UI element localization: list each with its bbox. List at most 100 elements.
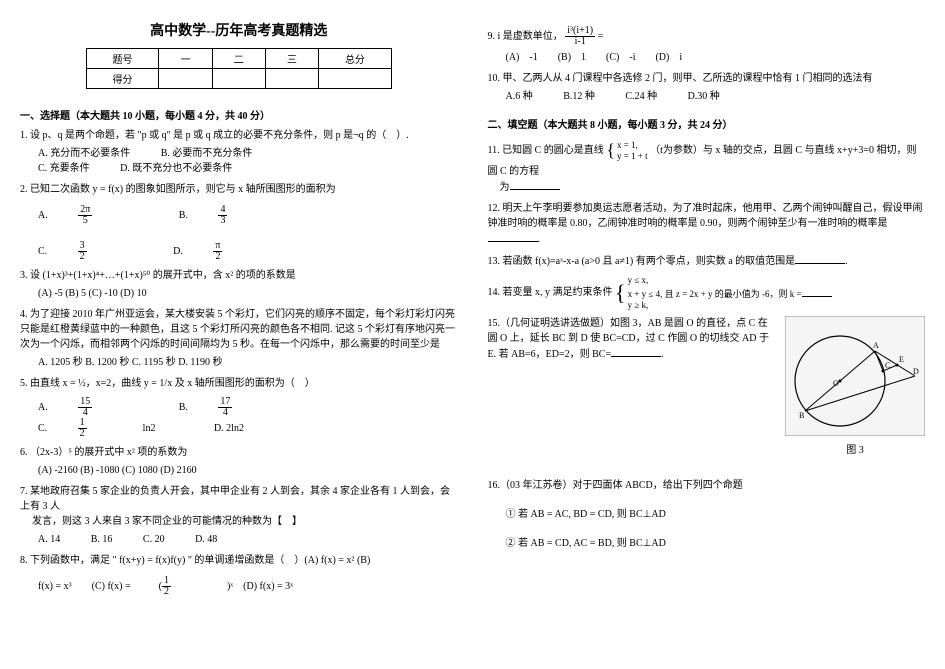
fraction: 43 [218,205,255,226]
q3-options: (A) -5 (B) 5 (C) -10 (D) 10 [38,286,458,301]
opt: D. 既不充分也不必要条件 [120,161,232,176]
opt: D.30 种 [688,89,720,104]
opt: D. 2ln2 [214,421,244,436]
section2-head: 二、填空题（本大题共 8 小题，每小题 3 分，共 24 分） [488,116,926,131]
q1-options: A. 充分而不必要条件 B. 必要而不充分条件 C. 充要条件 D. 既不充分也… [38,146,458,176]
opt-label: B. [179,208,188,223]
sys-line: x + y ≤ 4, 且 z = 2x + y 的最小值为 -6，则 k = [628,289,802,299]
opt: A. 2π5 [38,205,148,226]
svg-text:B: B [799,411,804,420]
q10-text: 10. 甲、乙两人从 4 门课程中各选修 2 门，则甲、乙所选的课程中恰有 1 … [488,73,873,84]
opt-label: C. [38,421,47,436]
opt-label: C. [38,244,47,259]
cell [265,69,318,89]
denominator: 2 [213,252,222,262]
system: y ≤ x, x + y ≤ 4, 且 z = 2x + y 的最小值为 -6，则… [628,275,832,310]
fill-blank [611,346,661,357]
q7-text: 7. 某地政府召集 5 家企业的负责人开会，其中甲企业有 2 人到会，其余 4 … [20,486,450,512]
q7b-text: 发言，则这 3 人来自 3 家不同企业的可能情况的种数为【 】 [32,516,302,527]
question-2: 2. 已知二次函数 y = f(x) 的图象如图所示，则它与 x 轴所围图形的面… [20,182,458,262]
section1-head: 一、选择题（本大题共 10 小题，每小题 4 分，共 40 分） [20,107,458,122]
q9-options: (A) -1 (B) 1 (C) -i (D) i [506,50,926,65]
denominator: 4 [218,408,232,418]
opt: B.12 种 [563,89,595,104]
opt: A. 154 [38,397,148,418]
opt: D. 48 [195,532,217,547]
table-row: 得分 [86,69,391,89]
cell [159,69,212,89]
q11c: 为 [500,182,510,193]
q8b-suffix: ˣ (D) f(x) = 3ˣ [230,579,293,594]
q4-text: 4. 为了迎接 2010 年广州亚运会，某大楼安装 5 个彩灯，它们闪亮的顺序不… [20,309,455,350]
question-5: 5. 由直线 x = ½，x=2，曲线 y = 1/x 及 x 轴所围图形的面积… [20,376,458,439]
fraction: 174 [218,397,260,418]
fraction: 12 [162,576,199,597]
fraction: 12 [78,418,115,439]
denominator: 5 [78,216,92,226]
sys-line: y ≥ k, [628,300,649,310]
left-column: 高中数学--历年高考真题精选 题号 一 二 三 总分 得分 一、选择题（本大题共… [20,20,458,649]
q7-options: A. 14 B. 16 C. 20 D. 48 [38,532,458,547]
opt: A.6 种 [506,89,533,104]
q8-label-b: (B) [357,555,370,566]
fraction: π2 [213,241,250,262]
question-13: 13. 若函数 f(x)=aˣ-x-a (a>0 且 a≠1) 有两个零点，则实… [488,253,926,269]
sys-line: x = 1, [617,140,638,150]
q16-item1: ① 若 AB = AC, BD = CD, 则 BC⊥AD [506,507,926,522]
q9-after: = [598,31,604,42]
q3-text: 3. 设 (1+x)³+(1+x)⁴+…+(1+x)⁵⁰ 的展开式中，含 x² … [20,270,296,281]
opt-label: D. [173,244,183,259]
denominator: 3 [218,216,227,226]
question-9: 9. i 是虚数单位， i³(i+1)i-1 = (A) -1 (B) 1 (C… [488,26,926,65]
q6-text: 6. （2x-3）⁵ 的展开式中 x² 项的系数为 [20,447,187,458]
q10-options: A.6 种 B.12 种 C.24 种 D.30 种 [506,89,926,104]
question-11: 11. 已知圆 C 的圆心是直线 {x = 1,y = 1 + t （t为参数）… [488,137,926,195]
question-3: 3. 设 (1+x)³+(1+x)⁴+…+(1+x)⁵⁰ 的展开式中，含 x² … [20,268,458,301]
q5-text: 5. 由直线 x = ½，x=2，曲线 y = 1/x 及 x 轴所围图形的面积… [20,378,315,389]
fraction: 154 [78,397,120,418]
cell: 得分 [86,69,159,89]
q9-text: 9. i 是虚数单位， [488,31,563,42]
denominator: 2 [78,429,87,439]
opt: C. 充要条件 [38,161,90,176]
cell [212,69,265,89]
denominator: 2 [78,252,87,262]
sys-line: y ≤ x, [628,275,649,285]
question-1: 1. 设 p、q 是两个命题，若 "p 或 q" 是 p 或 q 成立的必要不充… [20,128,458,176]
ln2: ln2 [143,421,156,436]
figure-caption: 图 3 [785,443,925,458]
opt: A. 14 [38,532,60,547]
q13-text: 13. 若函数 f(x)=aˣ-x-a (a>0 且 a≠1) 有两个零点，则实… [488,256,796,267]
svg-text:E: E [899,355,904,364]
q2-text: 2. 已知二次函数 y = f(x) 的图象如图所示，则它与 x 轴所围图形的面… [20,184,336,195]
opt: B. 43 [179,205,284,226]
question-14: 14. 若变量 x, y 满足约束条件 {y ≤ x,x + y ≤ 4, 且 … [488,275,926,310]
q5-options: A. 154 B. 174 C. 12 ln2 D. 2ln2 [38,397,458,439]
question-12: 12. 明天上午李明要参加奥运志愿者活动，为了准时起床，他用甲、乙两个闹钟叫醒自… [488,201,926,247]
cell: 题号 [86,49,159,69]
question-15: O A B D C E 图 3 15.（几何证明选讲选做题）如图 3，AB 是圆… [488,316,926,458]
system: x = 1,y = 1 + t [617,140,648,162]
question-8: 8. 下列函数中，满足 " f(x+y) = f(x)f(y) " 的单调递增函… [20,553,458,597]
q2-options: A. 2π5 B. 43 C. 3 2 D. π2 [38,205,458,262]
question-7: 7. 某地政府召集 5 家企业的负责人开会，其中甲企业有 2 人到会，其余 4 … [20,484,458,547]
right-column: 9. i 是虚数单位， i³(i+1)i-1 = (A) -1 (B) 1 (C… [488,20,926,649]
fill-blank [488,231,538,242]
opt: C. 20 [143,532,165,547]
q16-text: 16.（03 年江苏卷）对于四面体 ABCD，给出下列四个命题 [488,480,743,491]
q1-text: 1. 设 p、q 是两个命题，若 "p 或 q" 是 p 或 q 成立的必要不充… [20,130,409,141]
cell: 三 [265,49,318,69]
opt: B. 必要而不充分条件 [161,146,253,161]
q6-options: (A) -2160 (B) -1080 (C) 1080 (D) 2160 [38,463,458,478]
question-4: 4. 为了迎接 2010 年广州亚运会，某大楼安装 5 个彩灯，它们闪亮的顺序不… [20,307,458,370]
left-brace-icon: { [606,140,615,160]
figure-3: O A B D C E 图 3 [785,316,925,458]
cell: 一 [159,49,212,69]
q14a: 14. 若变量 x, y 满足约束条件 [488,287,613,298]
opt-label: B. [179,400,188,415]
svg-text:A: A [873,341,879,350]
q11a: 11. 已知圆 C 的圆心是直线 [488,145,604,156]
score-table: 题号 一 二 三 总分 得分 [86,48,392,89]
q8-options: f(x) = x³ (C) f(x) = (12)ˣ (D) f(x) = 3ˣ [38,576,458,597]
cell [319,69,392,89]
